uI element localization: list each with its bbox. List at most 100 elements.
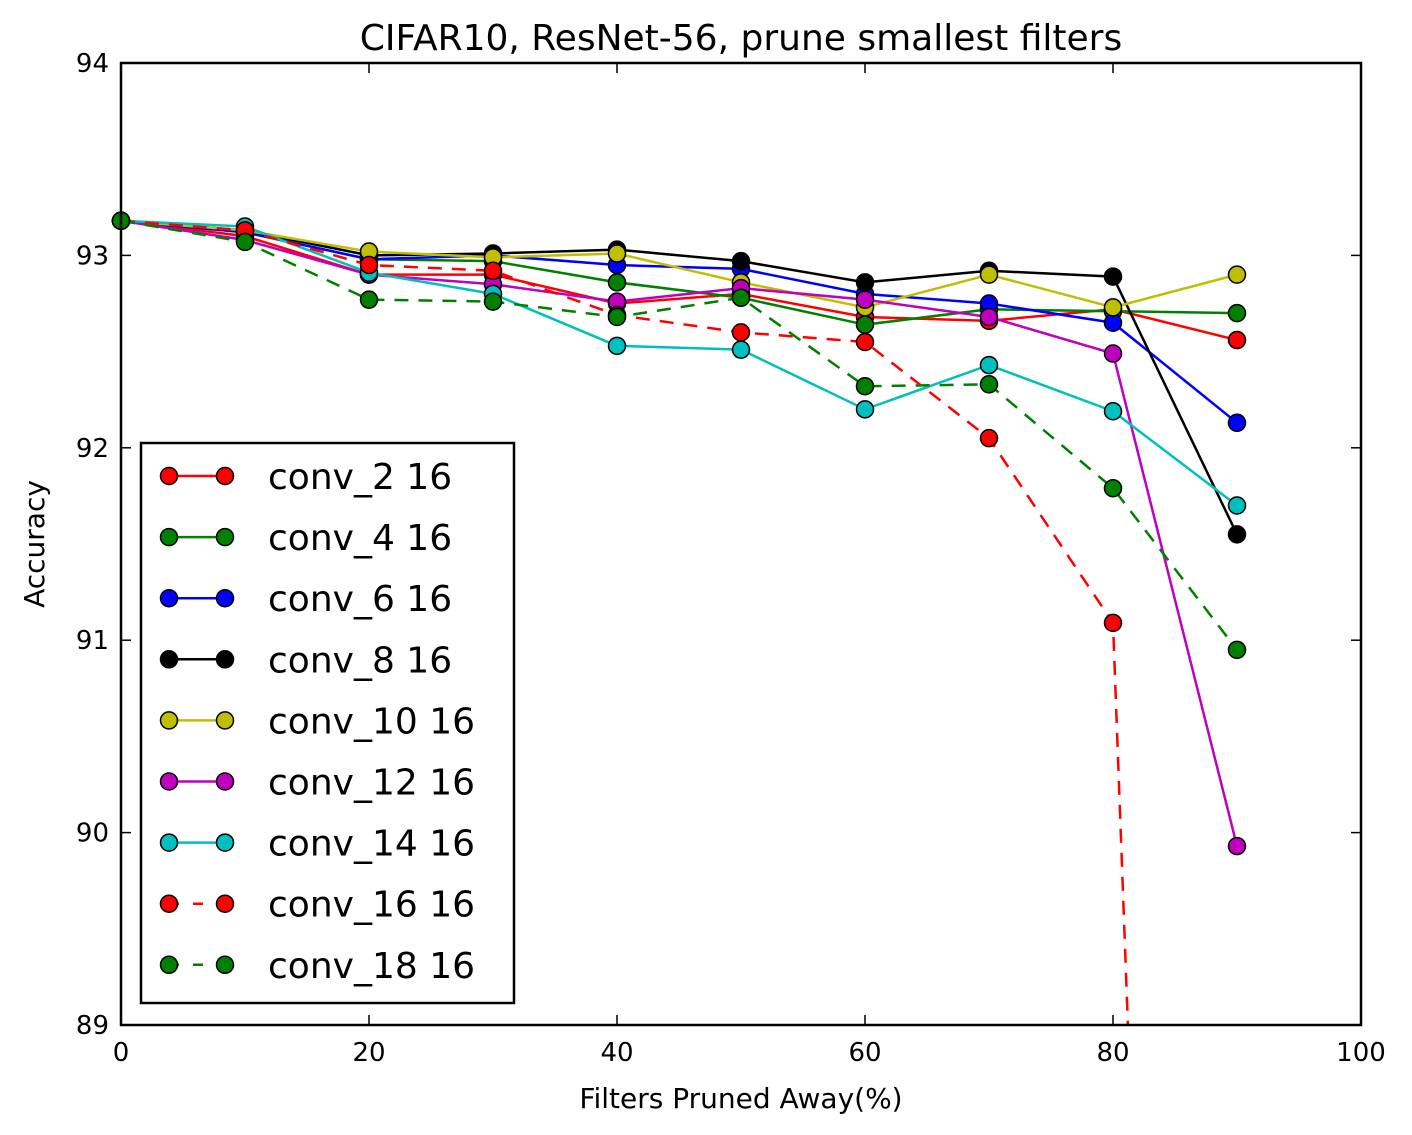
- legend-marker: [215, 772, 235, 791]
- data-point: [1227, 413, 1247, 433]
- legend-marker: [159, 955, 179, 975]
- legend-entry: conv_10 16: [159, 701, 475, 742]
- y-tick-label: 93: [76, 241, 109, 271]
- data-point: [607, 273, 627, 292]
- data-point: [1103, 401, 1123, 421]
- legend-entry: conv_18 16: [159, 946, 475, 987]
- series-line: [120, 219, 1238, 342]
- x-tick-label: 40: [600, 1038, 633, 1068]
- legend-entry: conv_12 16: [159, 763, 475, 804]
- legend-entry: conv_8 16: [159, 640, 452, 681]
- data-point: [855, 400, 875, 419]
- legend-label: conv_16 16: [268, 885, 475, 926]
- data-point: [979, 265, 999, 284]
- series-line: [120, 219, 1238, 309]
- legend-marker: [159, 894, 179, 913]
- series-conv_10-16: [111, 211, 1247, 317]
- data-point: [1227, 640, 1247, 660]
- data-point: [607, 244, 627, 263]
- legend-label: conv_6 16: [268, 579, 452, 620]
- y-tick-label: 91: [76, 626, 109, 656]
- series-line: [120, 219, 1238, 326]
- series-conv_2-16: [111, 211, 1247, 350]
- data-point: [1103, 313, 1123, 332]
- data-point: [979, 307, 999, 327]
- legend-entry: conv_2 16: [159, 457, 452, 498]
- data-point: [483, 292, 503, 311]
- data-point: [979, 375, 999, 394]
- legend-marker: [159, 833, 179, 852]
- legend-label: conv_8 16: [268, 640, 452, 681]
- series-line: [120, 219, 1238, 507]
- data-point: [855, 290, 875, 309]
- legend-marker: [215, 833, 235, 852]
- legend-marker: [215, 527, 235, 547]
- data-point: [1227, 330, 1247, 350]
- series-line: [120, 219, 1238, 651]
- legend-marker: [215, 466, 235, 486]
- data-point: [359, 290, 379, 309]
- data-point: [855, 332, 875, 352]
- legend: conv_2 16 conv_4 16 conv_6 16 conv_8 16 conv…: [139, 441, 516, 1005]
- y-tick-label: 94: [76, 49, 109, 79]
- x-tick-label: 0: [113, 1038, 130, 1068]
- data-point: [731, 340, 751, 359]
- data-point: [731, 251, 751, 271]
- data-point: [607, 336, 627, 356]
- data-point: [1103, 298, 1123, 317]
- data-point: [979, 355, 999, 375]
- legend-marker: [159, 588, 179, 608]
- data-point: [979, 428, 999, 448]
- legend-marker: [159, 527, 179, 547]
- legend-entry: conv_4 16: [159, 518, 452, 559]
- data-point: [235, 232, 255, 252]
- data-point: [1227, 836, 1247, 856]
- data-point: [1103, 344, 1123, 363]
- data-point: [855, 376, 875, 396]
- legend-label: conv_12 16: [268, 763, 475, 804]
- data-point: [731, 288, 751, 307]
- legend-entry: conv_14 16: [159, 824, 475, 865]
- legend-marker: [159, 772, 179, 791]
- y-axis-label: Accuracy: [18, 480, 51, 608]
- legend-label: conv_4 16: [268, 518, 452, 559]
- y-tick-label: 92: [76, 434, 109, 464]
- x-tick-label: 20: [352, 1038, 385, 1068]
- data-point: [1103, 613, 1123, 633]
- series-line: [120, 219, 1239, 535]
- x-tick-label: 100: [1336, 1038, 1386, 1068]
- x-tick-label: 80: [1096, 1038, 1129, 1068]
- legend-marker: [215, 650, 235, 669]
- x-tick-label: 60: [848, 1038, 881, 1068]
- legend-entry: conv_16 16: [159, 885, 475, 926]
- data-point: [483, 261, 503, 281]
- data-point: [1227, 265, 1247, 284]
- y-tick-label: 89: [76, 1011, 109, 1041]
- legend-marker: [215, 588, 235, 608]
- legend-label: conv_18 16: [268, 946, 475, 987]
- data-point: [1227, 496, 1247, 515]
- legend-label: conv_14 16: [268, 824, 475, 865]
- legend-marker: [215, 955, 235, 975]
- data-point: [1103, 267, 1123, 286]
- series-conv_8-16: [111, 211, 1247, 544]
- data-point: [359, 255, 379, 275]
- legend-label: conv_10 16: [268, 701, 475, 742]
- series-conv_4-16: [111, 211, 1247, 334]
- legend-marker: [159, 466, 179, 486]
- legend-marker: [159, 711, 179, 730]
- data-point: [1227, 303, 1247, 323]
- legend-entry: conv_6 16: [159, 579, 452, 620]
- x-axis-label: Filters Pruned Away(%): [579, 1082, 902, 1115]
- plot-frame: [119, 61, 1363, 1027]
- data-point: [855, 273, 875, 292]
- legend-marker: [215, 894, 235, 913]
- legend-marker: [215, 711, 235, 730]
- legend-marker: [159, 650, 179, 669]
- data-point: [1227, 525, 1247, 544]
- data-point: [607, 307, 627, 327]
- chart-title: CIFAR10, ResNet-56, prune smallest filte…: [360, 18, 1122, 59]
- y-tick-label: 90: [76, 819, 109, 849]
- legend-label: conv_2 16: [268, 457, 452, 498]
